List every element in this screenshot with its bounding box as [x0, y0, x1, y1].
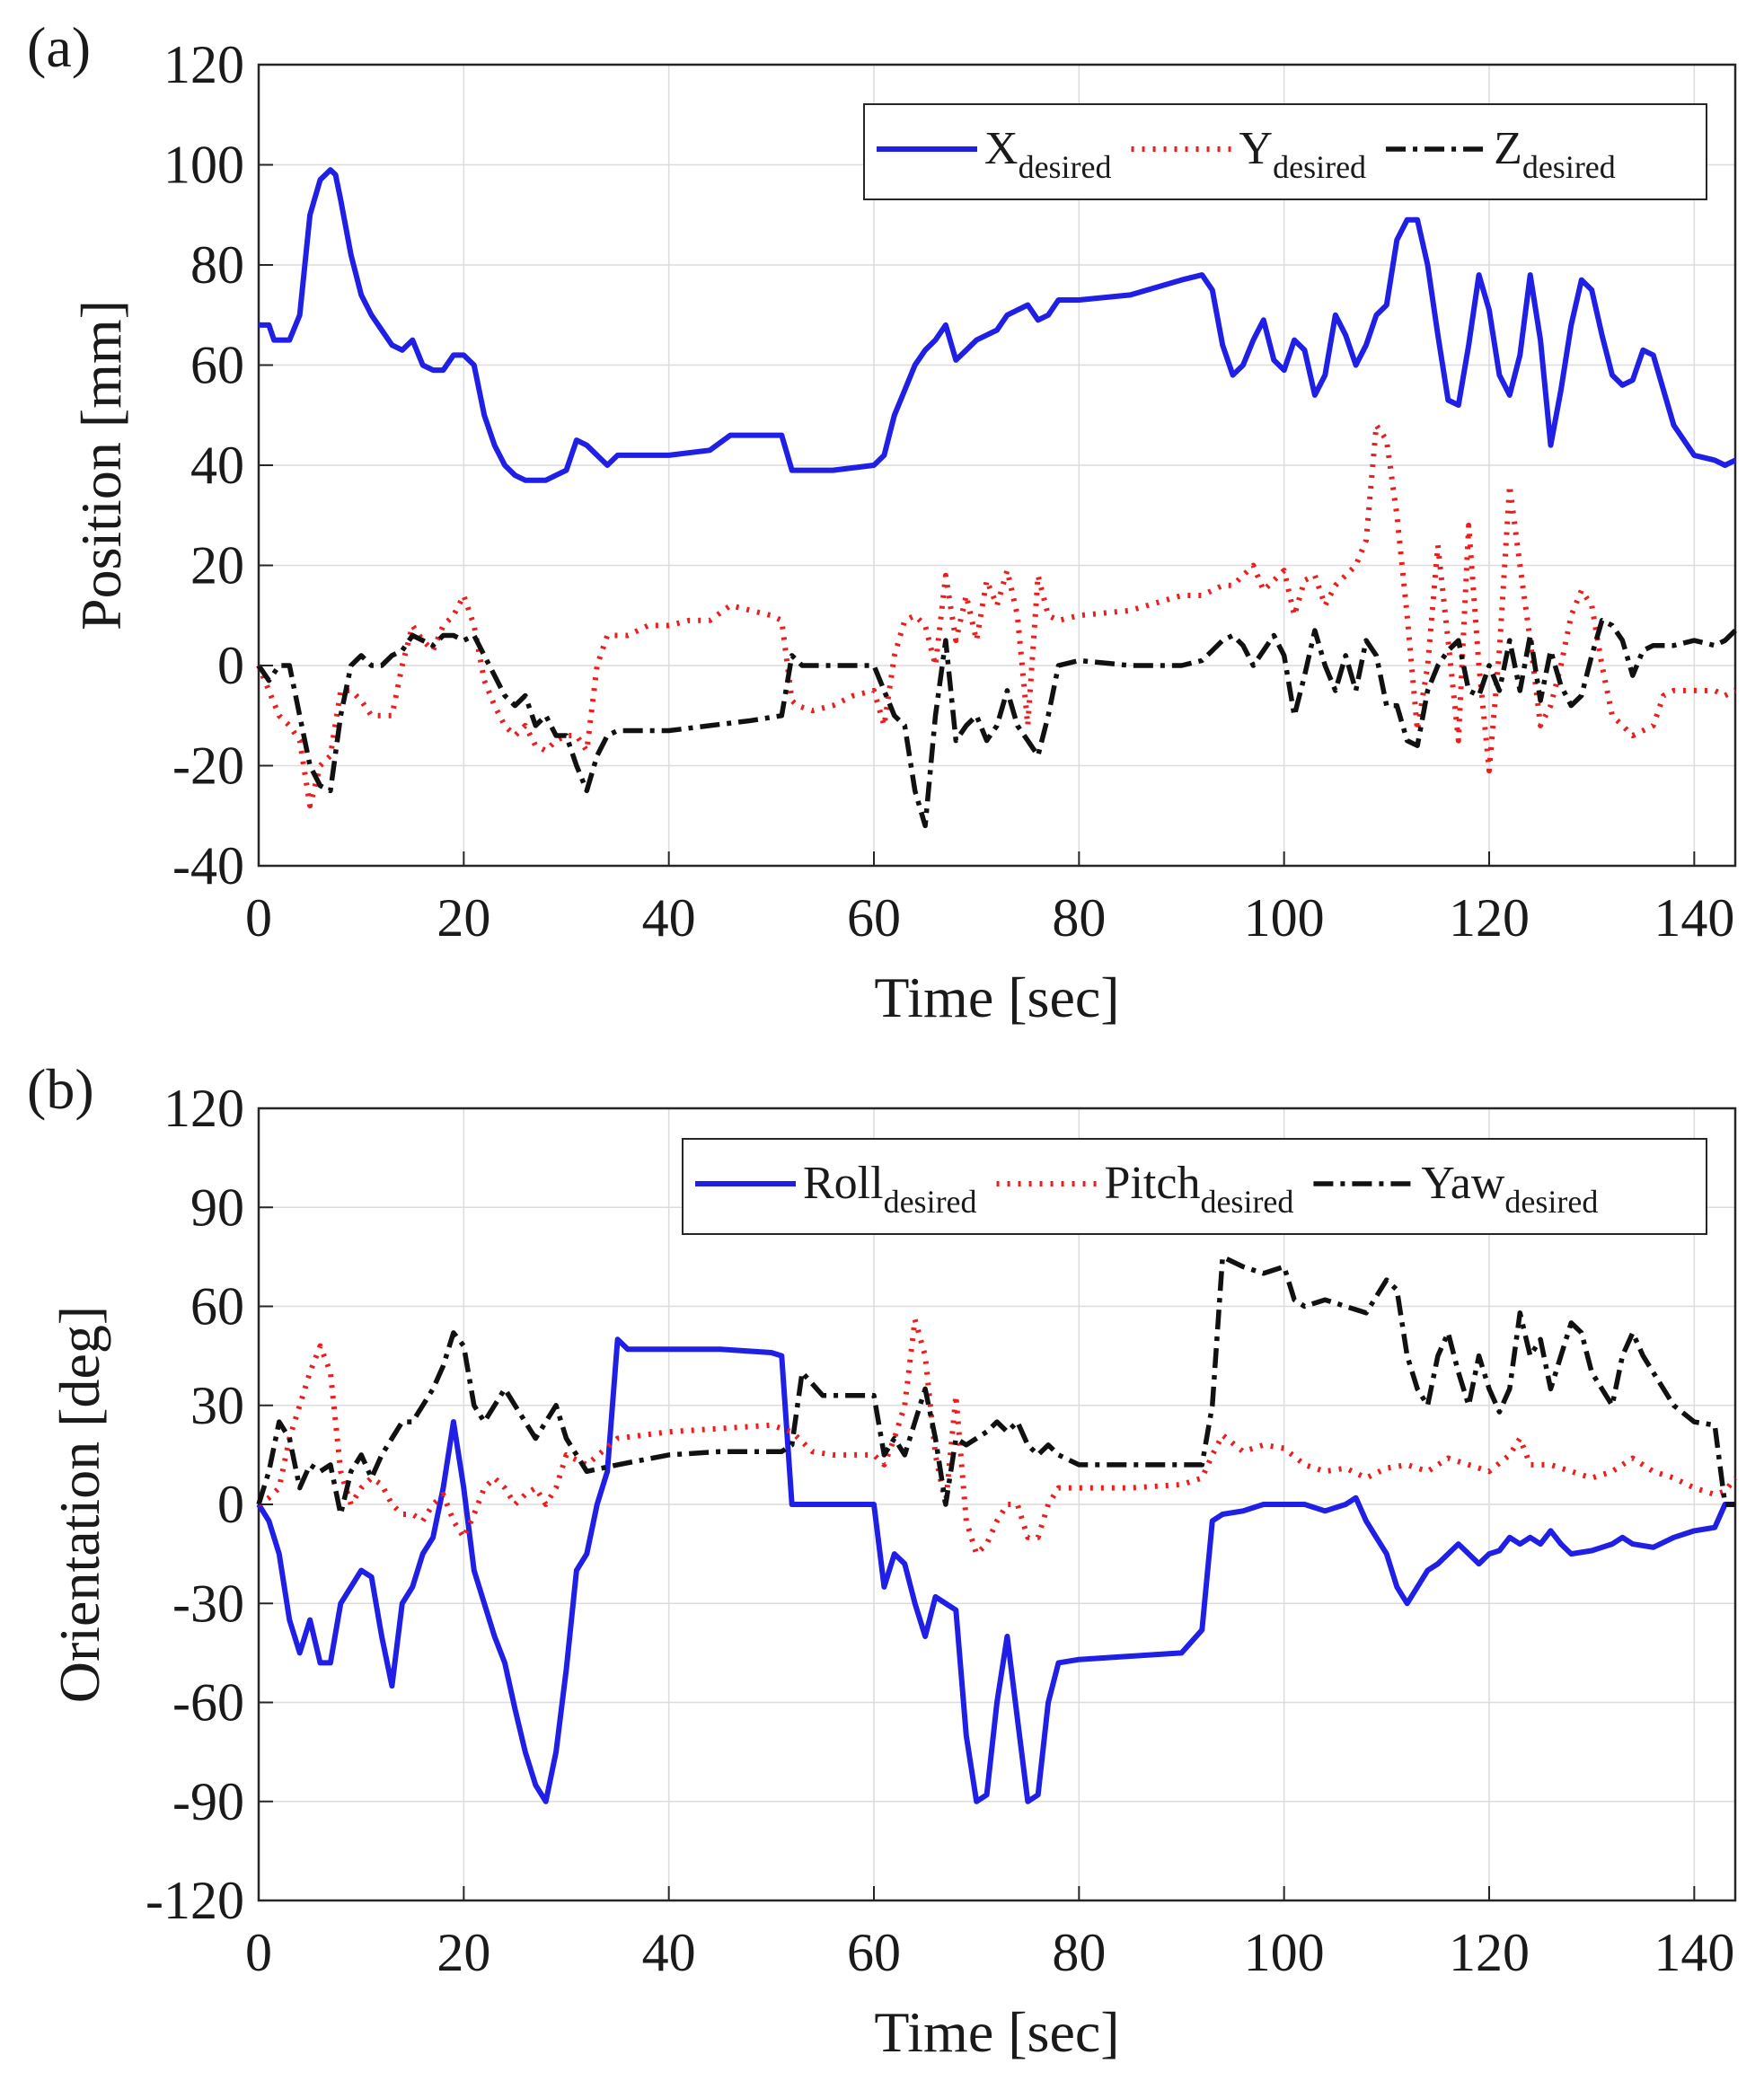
- x-tick-label: 100: [1244, 888, 1325, 948]
- series-line-z: [256, 618, 1737, 829]
- x-tick-label: 60: [847, 1923, 901, 1982]
- y-tick-label: 80: [190, 235, 244, 295]
- x-tick-label: 120: [1449, 888, 1530, 948]
- x-tick-label: 80: [1052, 888, 1106, 948]
- x-tick-label: 120: [1449, 1923, 1530, 1982]
- y-tick-label: -60: [172, 1673, 244, 1733]
- series-line-yaw: [256, 1254, 1735, 1517]
- y-tick-label: 30: [190, 1376, 244, 1435]
- series-group: [256, 167, 1737, 829]
- x-tick-label: 140: [1654, 888, 1734, 948]
- series-line-x: [259, 167, 1737, 483]
- y-tick-label: 90: [190, 1177, 244, 1237]
- y-tick-label: -20: [172, 736, 244, 796]
- legend-box: [863, 103, 1707, 200]
- legend-box: [682, 1138, 1707, 1235]
- y-tick-label: 60: [190, 336, 244, 395]
- panel-a: (a) 0 20 40 60 80 100 120 140 -40 -20 0 20 40 60 80 100…: [27, 15, 1737, 1029]
- x-tick-label: 20: [437, 1923, 490, 1982]
- y-tick-label: -120: [146, 1871, 244, 1930]
- panel-b: (b) 0 20 40 60 80 100 120 140 -120 -90 -60 -30 0 30 60…: [27, 1057, 1738, 2064]
- y-tick-label: 0: [217, 636, 244, 695]
- y-axis-label: Orientation [deg]: [48, 1306, 111, 1704]
- x-axis-label: Time [sec]: [874, 966, 1119, 1029]
- y-tick-label: 100: [163, 136, 244, 195]
- y-tick-label: 0: [217, 1475, 244, 1534]
- series-line-pitch: [257, 1317, 1738, 1557]
- y-tick-label: -30: [172, 1574, 244, 1633]
- y-axis-label: Position [mm]: [69, 300, 133, 630]
- legend-label-y: Ydesired: [1239, 123, 1367, 185]
- y-tick-label: 120: [163, 35, 244, 94]
- y-tick-label: 120: [163, 1079, 244, 1138]
- legend-label-pitch: Pitchdesired: [1105, 1158, 1294, 1220]
- x-tick-label: 0: [245, 888, 272, 948]
- x-tick-label: 100: [1244, 1923, 1325, 1982]
- legend: Xdesired Ydesired Zdesired: [863, 103, 1707, 200]
- x-tick-label: 60: [847, 888, 901, 948]
- legend: Rolldesired Pitchdesired Yawdesired: [682, 1138, 1707, 1235]
- legend-label-z: Zdesired: [1494, 123, 1616, 185]
- x-tick-label: 40: [642, 1923, 696, 1982]
- series-group: [256, 1254, 1738, 1804]
- x-tick-label: 140: [1654, 1923, 1734, 1982]
- y-tick-label: -40: [172, 836, 244, 895]
- x-axis-label: Time [sec]: [874, 2000, 1119, 2064]
- series-line-roll: [256, 1336, 1735, 1804]
- y-tick-label: 20: [190, 536, 244, 595]
- tick-labels: 0 20 40 60 80 100 120 140 -40 -20 0 20 40 60 80 100 120: [163, 35, 1734, 948]
- legend-label-yaw: Yawdesired: [1421, 1158, 1598, 1220]
- legend-label-roll: Rolldesired: [803, 1158, 977, 1220]
- x-tick-label: 80: [1052, 1923, 1106, 1982]
- y-tick-label: 40: [190, 436, 244, 495]
- panel-label: (a): [27, 15, 91, 79]
- y-tick-label: 60: [190, 1277, 244, 1336]
- legend-label-x: Xdesired: [984, 123, 1112, 185]
- x-tick-label: 0: [245, 1923, 272, 1982]
- x-tick-label: 20: [437, 888, 490, 948]
- panel-label: (b): [27, 1057, 94, 1121]
- y-tick-label: -90: [172, 1772, 244, 1831]
- tick-labels: 0 20 40 60 80 100 120 140 -120 -90 -60 -30 0 30 60 90 12…: [146, 1079, 1734, 1982]
- series-line-y: [256, 422, 1737, 809]
- x-tick-label: 40: [642, 888, 696, 948]
